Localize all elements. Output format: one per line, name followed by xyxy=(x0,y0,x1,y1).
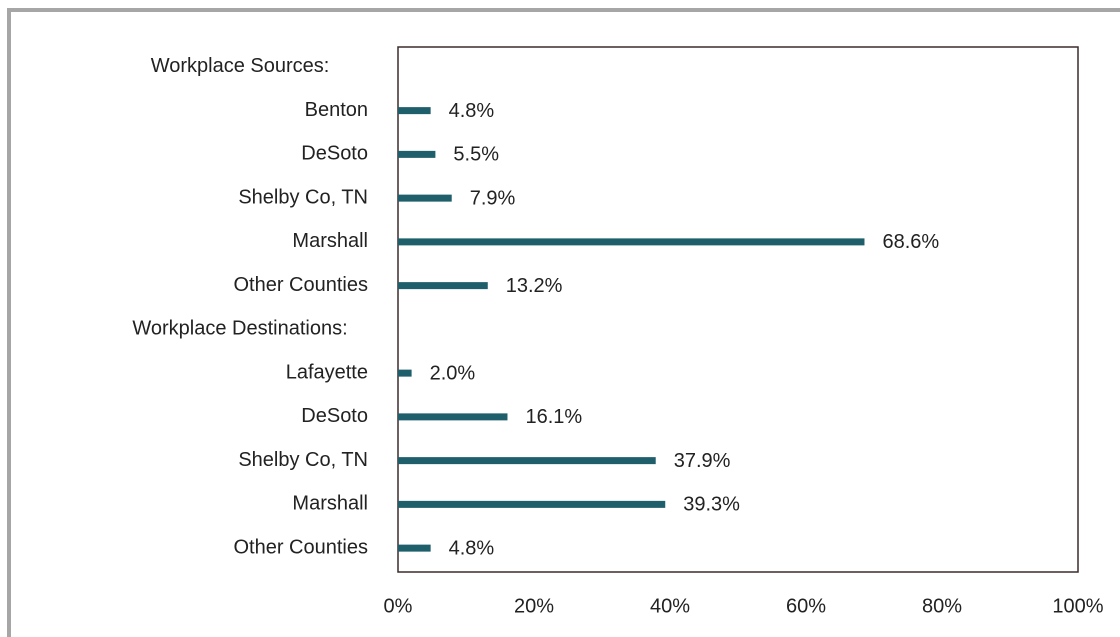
group-header: Workplace Sources: xyxy=(151,55,330,77)
data-label: 39.3% xyxy=(683,494,740,516)
bar xyxy=(398,238,865,246)
x-tick-label: 60% xyxy=(786,595,826,617)
data-label: 68.6% xyxy=(882,231,939,253)
bar xyxy=(398,150,436,158)
bar xyxy=(398,369,412,377)
x-tick-label: 40% xyxy=(650,595,690,617)
x-tick-label: 20% xyxy=(514,595,554,617)
data-label: 13.2% xyxy=(506,275,563,297)
x-tick-label: 0% xyxy=(384,595,413,617)
y-tick-label: Shelby Co, TN xyxy=(238,449,368,471)
y-tick-label: Other Counties xyxy=(233,536,368,558)
bar xyxy=(398,544,431,552)
y-tick-label: Lafayette xyxy=(286,361,368,383)
y-tick-label: DeSoto xyxy=(301,143,368,165)
y-tick-label: Marshall xyxy=(292,493,368,515)
x-tick-label: 80% xyxy=(922,595,962,617)
data-label: 7.9% xyxy=(470,187,516,209)
y-tick-label: DeSoto xyxy=(301,405,368,427)
group-header: Workplace Destinations: xyxy=(132,318,347,340)
data-label: 4.8% xyxy=(449,100,495,122)
data-label: 5.5% xyxy=(453,144,499,166)
bar xyxy=(398,500,666,508)
frame xyxy=(7,8,1120,637)
y-tick-label: Other Counties xyxy=(233,274,368,296)
y-tick-label: Shelby Co, TN xyxy=(238,186,368,208)
data-label: 2.0% xyxy=(430,362,476,384)
bar xyxy=(398,282,488,290)
data-label: 16.1% xyxy=(525,406,582,428)
data-label: 37.9% xyxy=(674,450,731,472)
bar xyxy=(398,194,452,202)
data-label: 4.8% xyxy=(449,537,495,559)
y-tick-label: Benton xyxy=(305,99,368,121)
y-tick-label: Marshall xyxy=(292,230,368,252)
bar xyxy=(398,107,431,115)
x-tick-label: 100% xyxy=(1052,595,1103,617)
bar xyxy=(398,457,656,465)
plot-area xyxy=(397,46,1079,573)
bar xyxy=(398,413,508,421)
